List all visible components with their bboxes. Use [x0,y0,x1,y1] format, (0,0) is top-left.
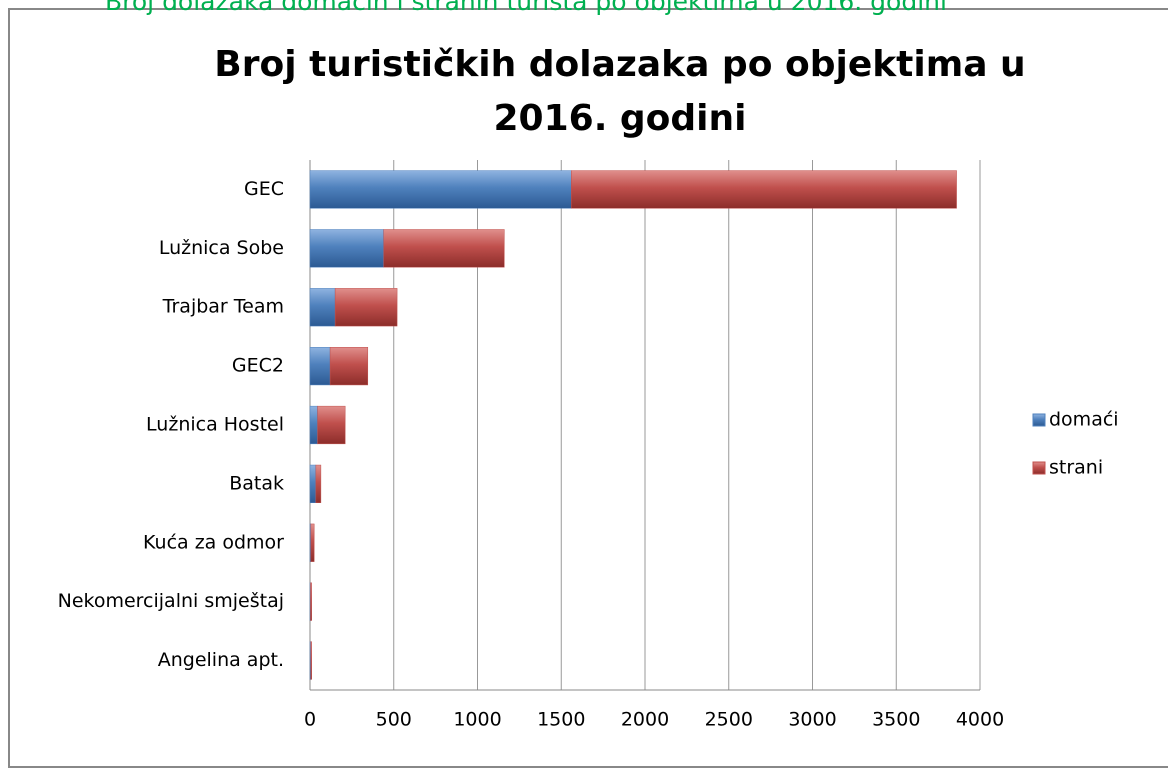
y-tick-label: Nekomercijalni smještaj [58,590,284,612]
chart: 0 500 1000 1500 2000 2500 3000 3500 4000 GEC Lužni… [58,160,1119,731]
bar [310,582,312,621]
bar [309,464,317,503]
bar [315,464,322,503]
bar [309,288,336,327]
caption: Broj dolazaka domaćih i stranih turista … [105,0,947,16]
bar [310,523,315,562]
legend-swatch [1032,413,1046,427]
x-tick-label: 3000 [788,709,836,731]
x-tick-label: 0 [304,709,316,731]
bar [383,229,505,268]
y-tick-label: Kuća za odmor [143,531,284,553]
legend-swatch [1032,461,1046,475]
x-tick-label: 3500 [872,709,920,731]
x-tick-label: 2000 [621,709,669,731]
x-tick-label: 4000 [956,709,1004,731]
x-tick-label: 1500 [537,709,585,731]
y-tick-label: Trajbar Team [162,296,284,318]
bar [334,288,398,327]
page: {"caption": "Broj dolazaka domaćih i str… [8,0,1168,768]
chart-title: Broj turističkih dolazaka po objektima u… [214,44,1026,139]
legend-label: domaći [1049,409,1119,431]
bar [309,347,331,386]
y-tick-label: Lužnica Hostel [146,414,284,436]
x-tick-label: 500 [376,709,412,731]
bar [309,229,384,268]
bar [309,170,572,209]
y-tick-label: GEC2 [232,355,284,377]
bar [309,405,318,445]
bar [571,170,957,209]
x-tick-label: 1000 [453,709,501,731]
bar [329,347,369,386]
y-tick-label: Lužnica Sobe [159,237,284,259]
bar [317,405,346,445]
y-tick-label: GEC [244,178,284,200]
legend-label: strani [1049,457,1103,479]
bar [310,641,312,680]
y-tick-label: Angelina apt. [158,649,284,671]
x-tick-label: 2500 [705,709,753,731]
y-tick-label: Batak [229,472,284,494]
